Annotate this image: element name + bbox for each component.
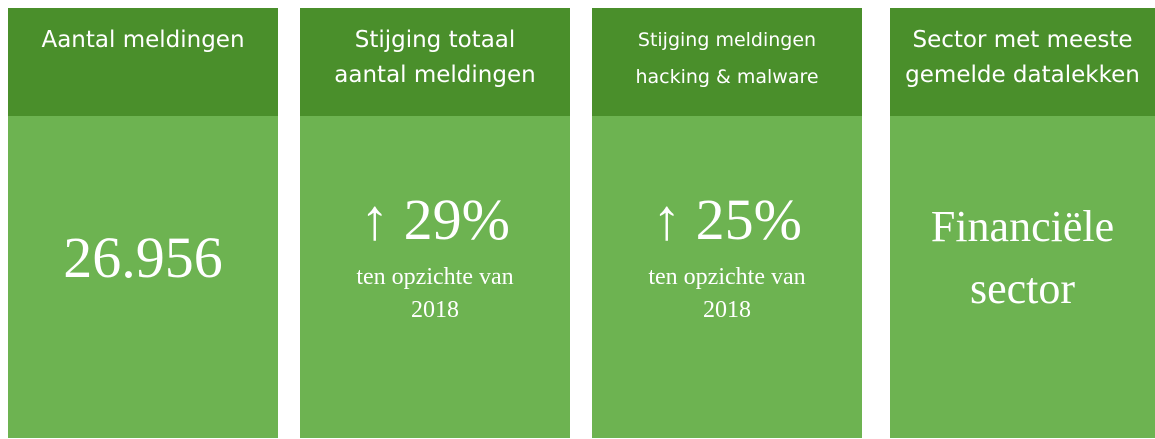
card-value: Financiële sector — [930, 202, 1115, 313]
card-body: ↑ 29% ten opzichte van 2018 — [300, 116, 570, 438]
card-note: ten opzichte van 2018 — [356, 264, 514, 323]
card-value: 26.956 — [63, 225, 223, 290]
card: Stijging meldingen hacking & malware ↑ 2… — [592, 8, 862, 438]
card-title: Sector met meeste gemelde datalekken — [890, 8, 1155, 116]
card-body: 26.956 — [8, 116, 278, 438]
card-note: ten opzichte van 2018 — [648, 264, 806, 323]
card: Stijging totaal aantal meldingen ↑ 29% t… — [300, 8, 570, 438]
card-value: ↑ 29% — [360, 187, 510, 252]
card-title: Stijging meldingen hacking & malware — [592, 8, 862, 116]
card-body: ↑ 25% ten opzichte van 2018 — [592, 116, 862, 438]
card: Aantal meldingen 26.956 — [8, 8, 278, 438]
card-title: Aantal meldingen — [8, 8, 278, 116]
card-value: ↑ 25% — [652, 187, 802, 252]
card-body: Financiële sector — [890, 116, 1155, 438]
card: Sector met meeste gemelde datalekken Fin… — [890, 8, 1155, 438]
card-title: Stijging totaal aantal meldingen — [300, 8, 570, 116]
